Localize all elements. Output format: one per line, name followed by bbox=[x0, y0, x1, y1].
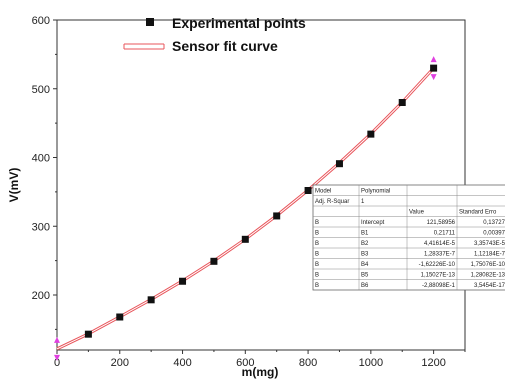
fit-table-cell: 1,28082E-13 bbox=[471, 273, 505, 279]
x-tick-label: 400 bbox=[173, 357, 191, 369]
data-point bbox=[273, 212, 281, 220]
data-point bbox=[430, 64, 438, 72]
fit-table-cell: 121,58956 bbox=[427, 220, 456, 226]
data-point bbox=[398, 99, 406, 106]
y-tick-label: 300 bbox=[32, 221, 50, 233]
fit-table-cell: 1,15027E-13 bbox=[421, 273, 456, 279]
x-axis-ticks: 0 200 400 600 800 1000 1200 bbox=[54, 350, 466, 369]
fit-table-cell: B6 bbox=[361, 283, 369, 289]
fit-table-cell: Intercept bbox=[361, 220, 385, 226]
fit-table-cell: B bbox=[315, 241, 319, 247]
fit-table-cell: B1 bbox=[361, 231, 369, 237]
legend-marker-square bbox=[146, 18, 154, 26]
fit-table-cell: Polynomial bbox=[361, 189, 390, 195]
fit-table-cell: B bbox=[315, 262, 319, 268]
fit-table-cell: 0,21711 bbox=[434, 231, 456, 237]
fit-table-cell: B5 bbox=[361, 273, 369, 279]
x-tick-label: 200 bbox=[111, 357, 129, 369]
data-point bbox=[304, 187, 312, 194]
legend-label-fit: Sensor fit curve bbox=[172, 38, 278, 54]
endpoint-marker-up bbox=[430, 56, 437, 63]
x-tick-label: 0 bbox=[54, 357, 60, 369]
endpoint-marker-down bbox=[430, 74, 437, 81]
fit-table-cell: Value bbox=[409, 210, 425, 216]
fit-table-cell: 3,35743E-5 bbox=[474, 241, 505, 247]
x-tick-label: 1000 bbox=[359, 357, 383, 369]
fit-table-cell: B3 bbox=[361, 252, 369, 258]
experimental-points-layer bbox=[84, 64, 438, 338]
fit-table-cell: -1,62226E-10 bbox=[419, 262, 456, 268]
fit-table-cell: 1,12184E-7 bbox=[474, 252, 505, 258]
fit-results-table: Model Polynomial Adj. R-Squar 1 Value Standar… bbox=[312, 184, 505, 291]
y-axis-ticks: 200 300 400 500 600 bbox=[32, 15, 57, 330]
x-tick-label: 1200 bbox=[421, 357, 445, 369]
fit-table-cell: Model bbox=[315, 189, 331, 195]
fit-table-cell: B4 bbox=[361, 262, 369, 268]
endpoint-markers-layer bbox=[54, 56, 437, 361]
fit-table-cell: B2 bbox=[361, 241, 369, 247]
y-tick-label: 200 bbox=[32, 290, 50, 302]
data-point bbox=[116, 313, 124, 321]
fit-table-cell: 3,5454E-17 bbox=[474, 283, 505, 289]
y-tick-label: 500 bbox=[32, 84, 50, 96]
legend: Experimental points Sensor fit curve bbox=[123, 15, 306, 54]
fit-table-cell: Standard Erro bbox=[459, 210, 497, 216]
data-point bbox=[84, 330, 92, 338]
fit-table-cell: 4,41614E-5 bbox=[424, 241, 456, 247]
fit-table-cell: B bbox=[315, 220, 319, 226]
fit-table-cell: -2,88098E-1 bbox=[422, 283, 456, 289]
fit-table-cell: B bbox=[315, 252, 319, 258]
x-tick-label: 800 bbox=[299, 357, 317, 369]
fit-table-cell: B bbox=[315, 231, 319, 237]
fit-table-cell: 1,75076E-10 bbox=[471, 262, 505, 268]
fit-table-cell: Adj. R-Squar bbox=[315, 199, 349, 205]
fit-table-cell: 0,13727 bbox=[483, 220, 505, 226]
fit-table-cell: 1 bbox=[361, 199, 365, 205]
fit-table-cell: B bbox=[315, 283, 319, 289]
data-point bbox=[210, 257, 218, 265]
x-axis-title: m(mg) bbox=[242, 365, 279, 379]
data-point bbox=[147, 296, 155, 304]
data-point bbox=[241, 235, 249, 243]
data-point bbox=[335, 160, 343, 168]
fit-table-cell: 1,28337E-7 bbox=[424, 252, 456, 258]
x-tick-label: 600 bbox=[236, 357, 254, 369]
endpoint-marker-up bbox=[54, 336, 60, 343]
y-tick-label: 400 bbox=[32, 153, 50, 165]
endpoint-marker-down bbox=[54, 354, 60, 361]
y-axis-title: V(mV) bbox=[7, 168, 21, 203]
data-point bbox=[367, 130, 375, 138]
y-tick-label: 600 bbox=[32, 15, 50, 27]
data-point bbox=[179, 277, 187, 285]
legend-label-experimental: Experimental points bbox=[172, 15, 306, 31]
fit-table-cell: 0,00397 bbox=[483, 231, 505, 237]
fit-table-cell: B bbox=[315, 273, 319, 279]
